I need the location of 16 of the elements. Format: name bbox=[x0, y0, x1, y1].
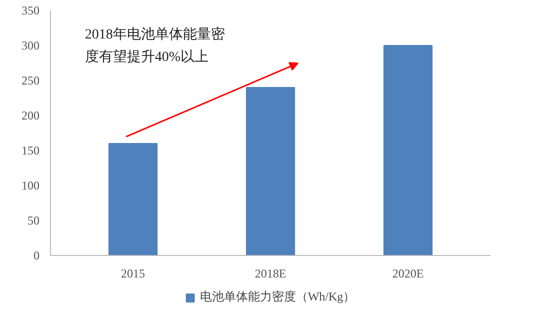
bar bbox=[383, 45, 433, 256]
y-tick-label: 350 bbox=[22, 4, 40, 18]
y-tick-label: 250 bbox=[22, 74, 40, 88]
legend-label: 电池单体能力密度（Wh/Kg） bbox=[200, 288, 356, 306]
annotation: 2018年电池单体能量密度有望提升40%以上 bbox=[84, 26, 225, 66]
x-tick-label: 2020E bbox=[392, 266, 424, 280]
y-tick-label: 100 bbox=[22, 178, 40, 192]
bar bbox=[108, 143, 158, 256]
y-tick-label: 0 bbox=[34, 248, 40, 262]
bar bbox=[246, 87, 296, 256]
y-tick-label: 200 bbox=[22, 108, 40, 122]
y-tick-label: 50 bbox=[28, 214, 40, 228]
y-tick-label: 300 bbox=[22, 38, 40, 52]
x-tick-label: 2015 bbox=[121, 266, 145, 280]
y-tick-label: 150 bbox=[22, 144, 40, 158]
x-tick-label: 2018E bbox=[254, 266, 286, 280]
